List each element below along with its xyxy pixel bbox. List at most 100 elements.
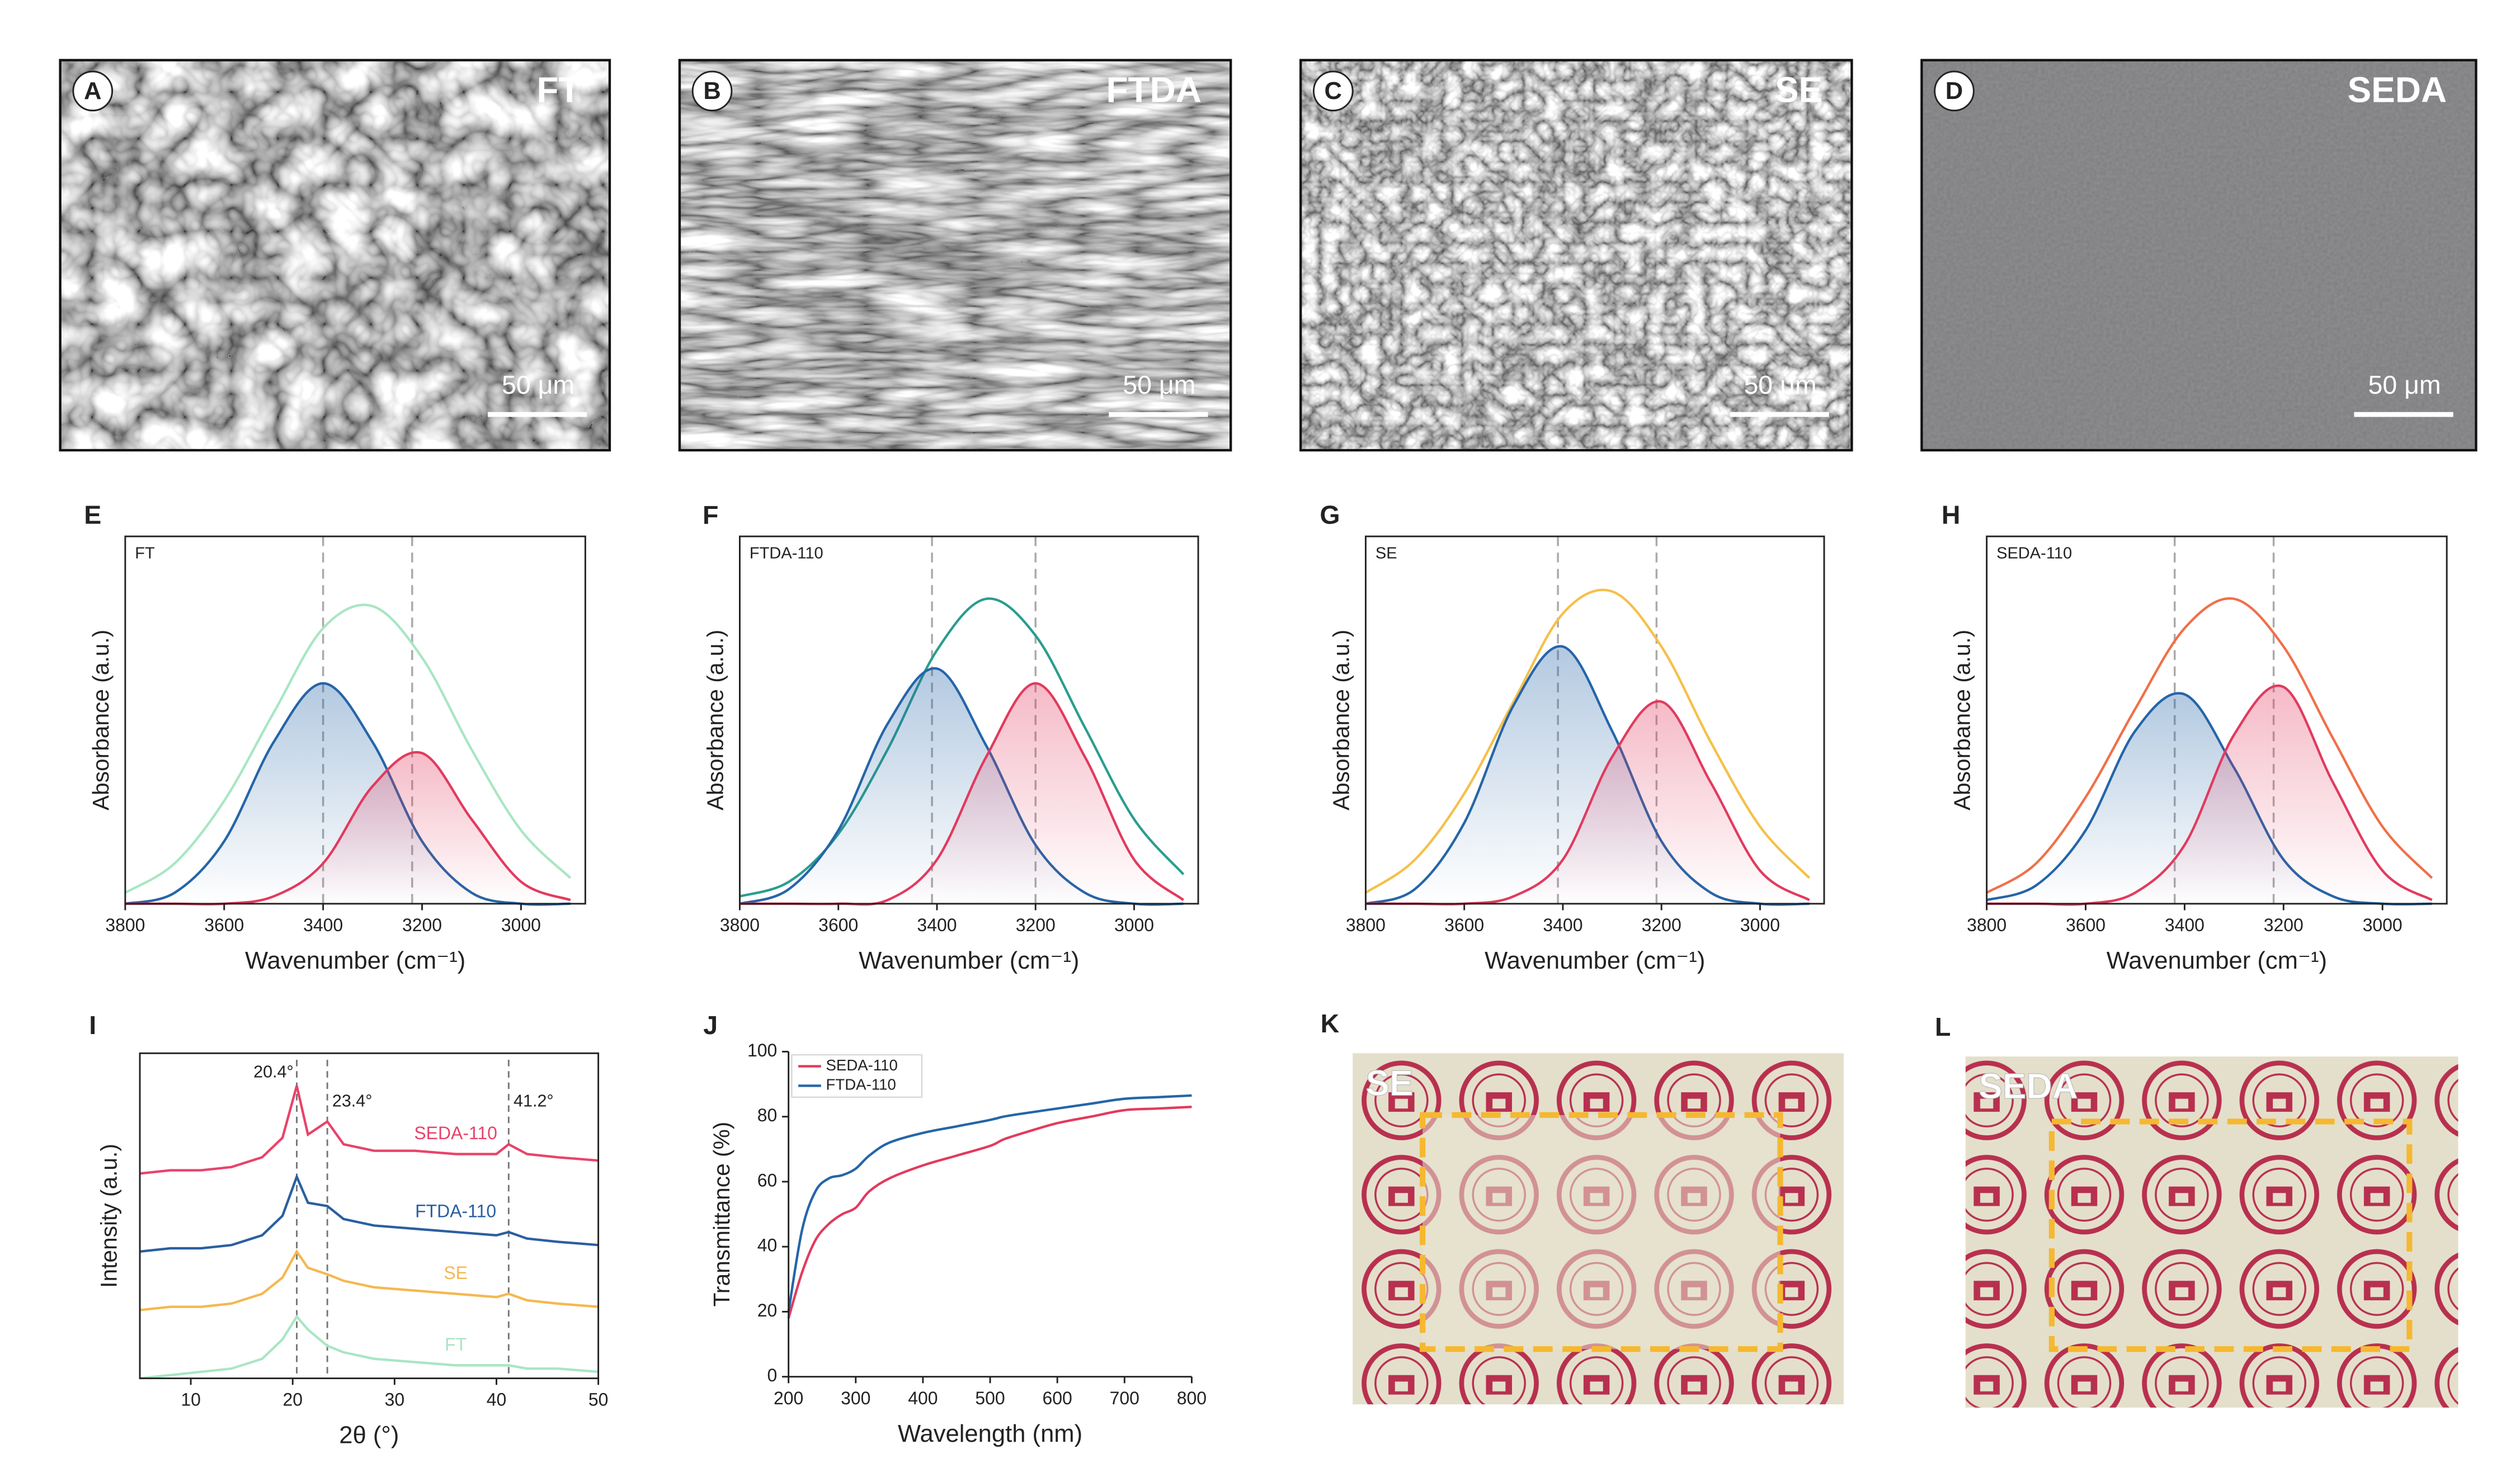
photo [1965, 1056, 2458, 1408]
chart: E FT 3800 3600 3400 3200 3000 Wavenumber (cm⁻¹)… [84, 501, 586, 974]
micrograph [679, 60, 1231, 451]
panel-letter: L [1935, 1012, 1951, 1041]
chart: I 20.4° 23.4° 41.2° SEDA-110 FTDA-110 SE FT 10 20… [89, 1011, 608, 1449]
scale-bar-label: 50 μm [2368, 370, 2441, 399]
series-label: FT [445, 1334, 467, 1355]
x-tick-label: 3600 [204, 915, 244, 935]
series-line [787, 1094, 1192, 1312]
peak-label: 23.4° [332, 1092, 373, 1111]
x-tick-label: 3600 [2066, 915, 2106, 935]
series-line [1986, 597, 2433, 894]
plot-frame [739, 535, 1199, 905]
chart: H SEDA-110 3800 3600 3400 3200 3000 Wavenumber … [1942, 501, 2448, 974]
x-tick-label: 3200 [402, 915, 442, 935]
panel-badge [1312, 70, 1354, 112]
scale-bar-label: 50 μm [1123, 370, 1195, 399]
legend-label: FTDA-110 [826, 1076, 896, 1093]
sample-outline [2048, 1119, 2413, 1352]
y-tick-label: 80 [757, 1105, 778, 1125]
x-tick-label: 3600 [818, 915, 858, 935]
x-axis-label: 2θ (°) [339, 1422, 399, 1449]
chart: J 200 300 400 500 600 700 800 0 20 40 60 80 100 Wavele… [703, 1011, 1207, 1447]
series-label: SE [444, 1263, 468, 1283]
x-tick-label: 700 [1110, 1388, 1139, 1408]
micrograph [1921, 60, 2476, 451]
panel-letter: G [1320, 501, 1340, 530]
chart-title: SEDA-110 [1996, 545, 2072, 563]
peak-label: 41.2° [514, 1092, 554, 1111]
x-tick-label: 200 [774, 1388, 803, 1408]
scale-bar-label: 50 μm [502, 370, 574, 399]
y-axis-label: Transmittance (%) [709, 1122, 734, 1307]
x-tick-label: 3800 [105, 915, 145, 935]
plot-frame [139, 1052, 600, 1380]
x-tick-label: 40 [487, 1390, 507, 1410]
micrograph [1301, 60, 1852, 451]
x-tick-label: 3400 [917, 915, 957, 935]
x-axis-label: Wavenumber (cm⁻¹) [859, 947, 1079, 974]
legend-label: SEDA-110 [826, 1056, 898, 1074]
panel-letter: H [1942, 501, 1961, 530]
plot-frame [1364, 535, 1825, 905]
y-tick-label: 20 [757, 1300, 778, 1320]
x-tick-label: 3800 [720, 915, 760, 935]
x-tick-label: 10 [181, 1390, 201, 1410]
panel-letter: B [703, 78, 720, 105]
x-tick-label: 20 [282, 1390, 303, 1410]
chart-title: FT [135, 545, 155, 563]
x-tick-label: 3400 [303, 915, 343, 935]
micrograph [60, 60, 610, 451]
x-tick-label: 3000 [501, 915, 541, 935]
series-line [139, 1314, 599, 1380]
panel-badge [691, 70, 733, 112]
x-tick-label: 3200 [1016, 915, 1056, 935]
y-axis-label: Intensity (a.u.) [96, 1144, 121, 1288]
x-tick-label: 3400 [1543, 915, 1582, 935]
x-axis-label: Wavelength (nm) [898, 1421, 1082, 1447]
chart: F FTDA-110 3800 3600 3400 3200 3000 Wavenumber … [703, 501, 1199, 974]
micrograph-border [59, 59, 611, 452]
x-axis-label: Wavenumber (cm⁻¹) [2107, 947, 2327, 974]
x-tick-label: 3200 [2264, 915, 2304, 935]
y-tick-label: 100 [747, 1040, 777, 1060]
series-line [139, 1249, 599, 1311]
scale-bar-label: 50 μm [1744, 370, 1816, 399]
peak-label: 20.4° [253, 1062, 294, 1081]
x-tick-label: 3000 [1114, 915, 1154, 935]
micrograph-border [1299, 59, 1853, 452]
micrograph-border [1920, 59, 2477, 452]
y-tick-label: 60 [757, 1170, 778, 1190]
x-tick-label: 3800 [1346, 915, 1386, 935]
panel-letter: D [1946, 78, 1963, 105]
panel-letter: A [84, 78, 101, 105]
y-axis-label: Absorbance (a.u.) [703, 630, 728, 810]
sample-outline [1420, 1112, 1783, 1352]
x-tick-label: 3600 [1444, 915, 1484, 935]
panel-letter: I [89, 1011, 96, 1040]
panel-letter: K [1321, 1009, 1340, 1038]
series-line [139, 1085, 599, 1175]
x-tick-label: 3800 [1967, 915, 2006, 935]
series-line [1365, 588, 1811, 894]
plot-frame [124, 535, 586, 905]
sample-label: SEDA [1979, 1066, 2078, 1106]
x-axis-label: Wavenumber (cm⁻¹) [245, 947, 465, 974]
y-axis-label: Absorbance (a.u.) [1328, 630, 1354, 810]
series-line [124, 603, 572, 894]
panel-letter: C [1325, 78, 1342, 105]
chart: G SE 3800 3600 3400 3200 3000 Wavenumber (cm⁻¹)… [1320, 501, 1825, 974]
series-line [787, 1106, 1192, 1319]
x-tick-label: 50 [588, 1390, 609, 1410]
plot-frame [1986, 535, 2448, 905]
chart-title: SE [1376, 545, 1397, 563]
x-tick-label: 800 [1177, 1388, 1207, 1408]
series-line [139, 1173, 599, 1253]
panel-letter: E [84, 501, 101, 530]
x-tick-label: 3400 [2165, 915, 2205, 935]
sample-label: FT [537, 70, 581, 110]
sample-label: FTDA [1106, 70, 1201, 110]
panel-badge [72, 70, 114, 112]
x-tick-label: 3000 [1740, 915, 1780, 935]
x-axis-label: Wavenumber (cm⁻¹) [1485, 947, 1705, 974]
y-axis-label: Absorbance (a.u.) [1949, 630, 1975, 810]
